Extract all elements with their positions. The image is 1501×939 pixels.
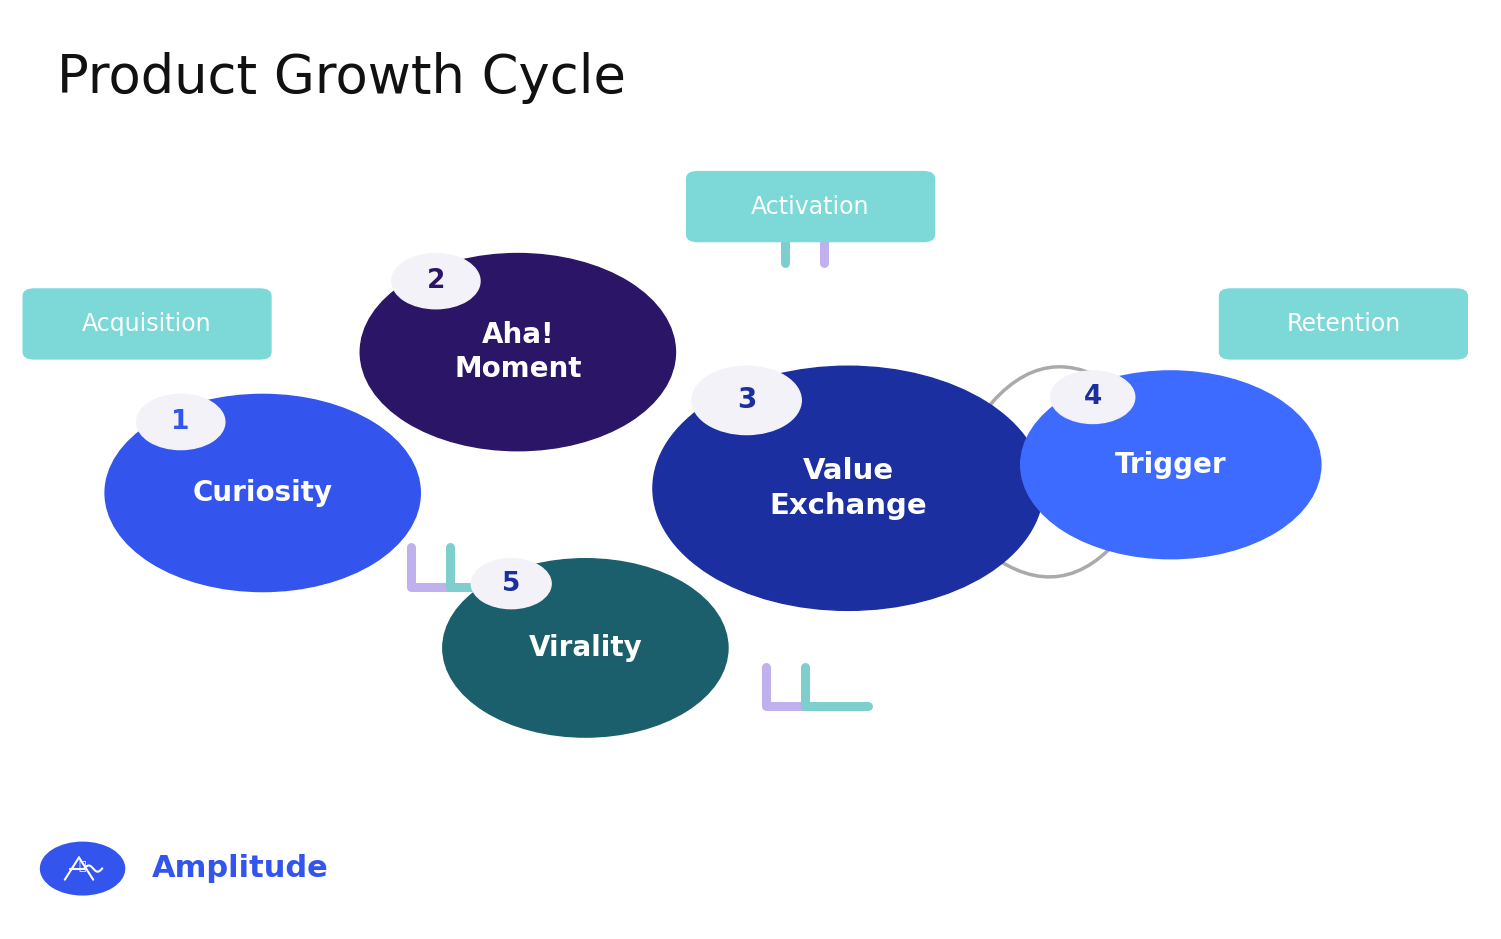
Text: 1: 1 (171, 409, 191, 435)
Circle shape (1051, 371, 1135, 423)
Text: Product Growth Cycle: Product Growth Cycle (57, 52, 626, 103)
Text: Trigger: Trigger (1115, 451, 1226, 479)
Text: 5: 5 (501, 571, 521, 596)
Text: Virality: Virality (528, 634, 642, 662)
Text: 3: 3 (737, 386, 757, 414)
Circle shape (471, 559, 551, 608)
Text: Amplitude: Amplitude (152, 854, 329, 883)
FancyBboxPatch shape (1219, 288, 1468, 360)
Text: Acquisition: Acquisition (83, 312, 212, 336)
Text: Aha!
Moment: Aha! Moment (455, 321, 581, 383)
Circle shape (392, 254, 480, 309)
Circle shape (360, 254, 675, 451)
Circle shape (105, 394, 420, 592)
Circle shape (443, 559, 728, 737)
Text: ⏳: ⏳ (80, 860, 86, 873)
Text: 2: 2 (426, 269, 446, 294)
Circle shape (1021, 371, 1321, 559)
Circle shape (41, 842, 125, 895)
Text: 4: 4 (1084, 384, 1102, 410)
Text: Value
Exchange: Value Exchange (769, 457, 928, 519)
FancyBboxPatch shape (686, 171, 935, 242)
Text: Retention: Retention (1286, 312, 1400, 336)
FancyBboxPatch shape (23, 288, 272, 360)
Circle shape (137, 394, 225, 450)
Circle shape (692, 366, 802, 435)
Text: Curiosity: Curiosity (192, 479, 333, 507)
Circle shape (653, 366, 1043, 610)
Text: Activation: Activation (752, 194, 869, 219)
